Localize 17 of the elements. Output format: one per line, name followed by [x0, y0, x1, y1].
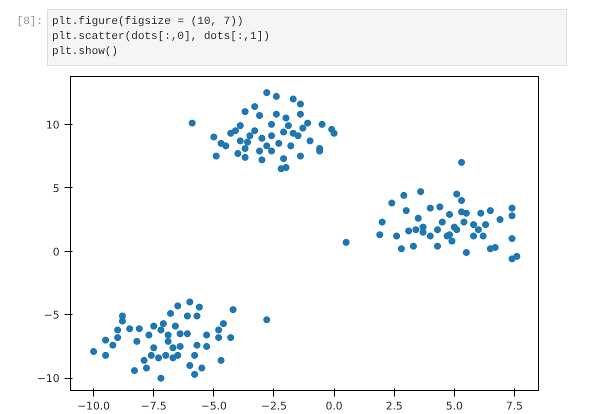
- text: plt.show(): [52, 46, 118, 58]
- x-tick-label: −7.5: [140, 400, 167, 412]
- y-tick-label: −10: [37, 372, 60, 386]
- x-tick-label: −10.0: [77, 400, 110, 412]
- text: plt.scatter(dots[:,0], dots[:,1]): [52, 31, 270, 43]
- x-tick-label: 5.0: [446, 400, 464, 412]
- x-tick-label: 0.0: [326, 400, 343, 412]
- x-tick-label: 7.5: [506, 400, 523, 412]
- y-tick-label: 10: [46, 118, 60, 132]
- y-tick-label: 0: [52, 245, 60, 258]
- text: [8]:: [16, 15, 44, 30]
- y-tick-label: 5: [52, 182, 60, 195]
- x-tick-label: 2.5: [386, 400, 403, 412]
- x-tick-label: −5.0: [200, 400, 227, 412]
- text: plt.figure(figsize = (10, 7)): [52, 16, 244, 28]
- y-tick-label: −5: [44, 308, 60, 322]
- x-tick-label: −2.5: [261, 400, 287, 412]
